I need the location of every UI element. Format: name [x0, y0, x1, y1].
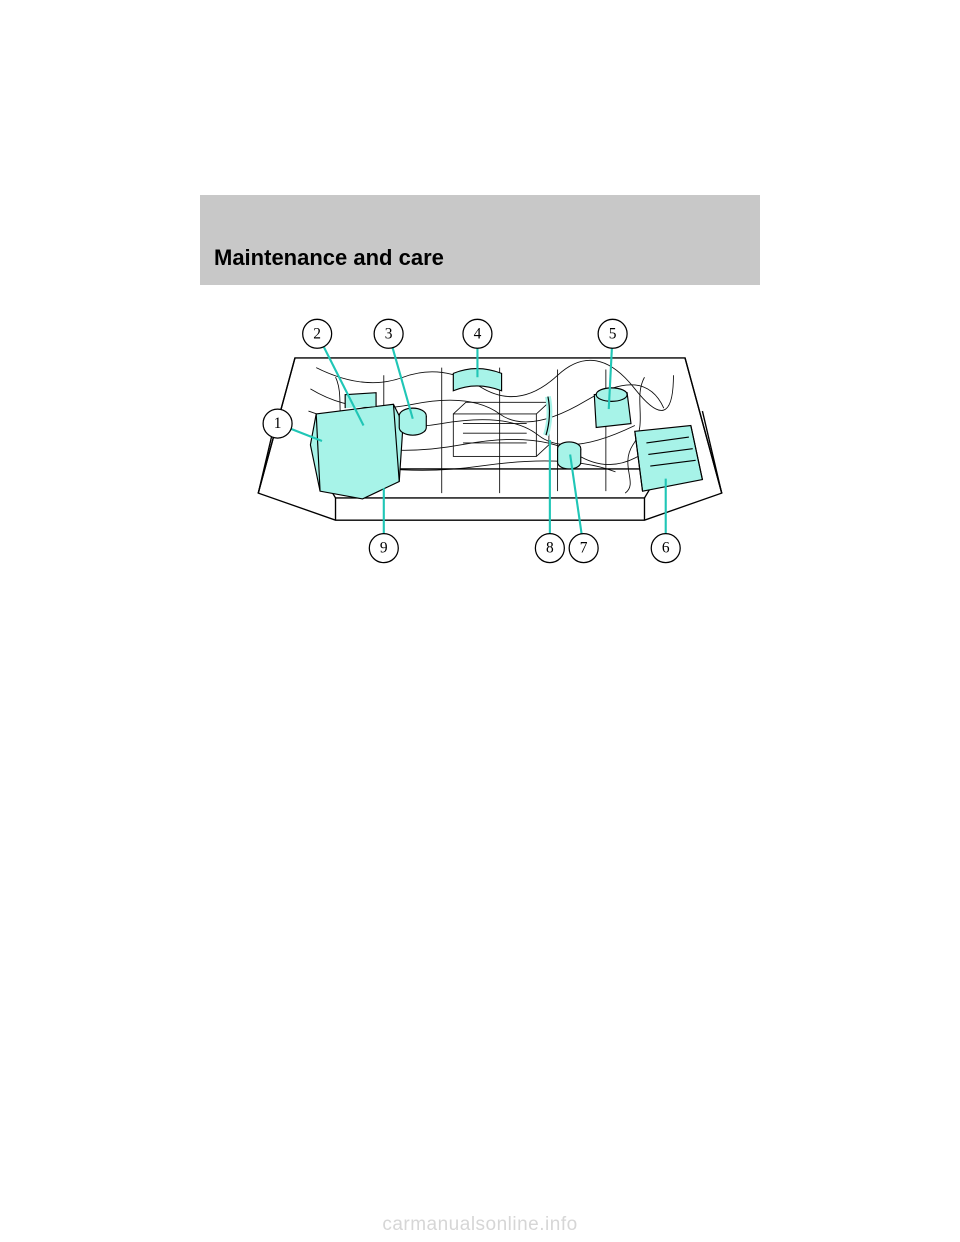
- page: Maintenance and care: [0, 0, 960, 1242]
- callout-label-9: 9: [380, 540, 388, 557]
- callout-label-3: 3: [385, 325, 393, 342]
- callout-label-8: 8: [546, 540, 554, 557]
- callout-label-4: 4: [474, 325, 482, 342]
- component-battery-box: [635, 426, 703, 492]
- diagram-svg: 1 2 3 4 5 6 7 8 9: [240, 300, 740, 580]
- callout-label-5: 5: [609, 325, 617, 342]
- highlighted-components: [310, 369, 702, 499]
- watermark-text: carmanualsonline.info: [0, 1214, 960, 1236]
- callout-label-1: 1: [274, 415, 282, 432]
- engine-compartment-diagram: 1 2 3 4 5 6 7 8 9: [240, 300, 740, 580]
- callout-label-2: 2: [313, 325, 321, 342]
- callout-label-7: 7: [580, 540, 588, 557]
- callout-label-6: 6: [662, 540, 670, 557]
- section-title: Maintenance and care: [214, 245, 444, 271]
- component-reservoir-left: [310, 404, 403, 499]
- section-header-bar: Maintenance and care: [200, 195, 760, 285]
